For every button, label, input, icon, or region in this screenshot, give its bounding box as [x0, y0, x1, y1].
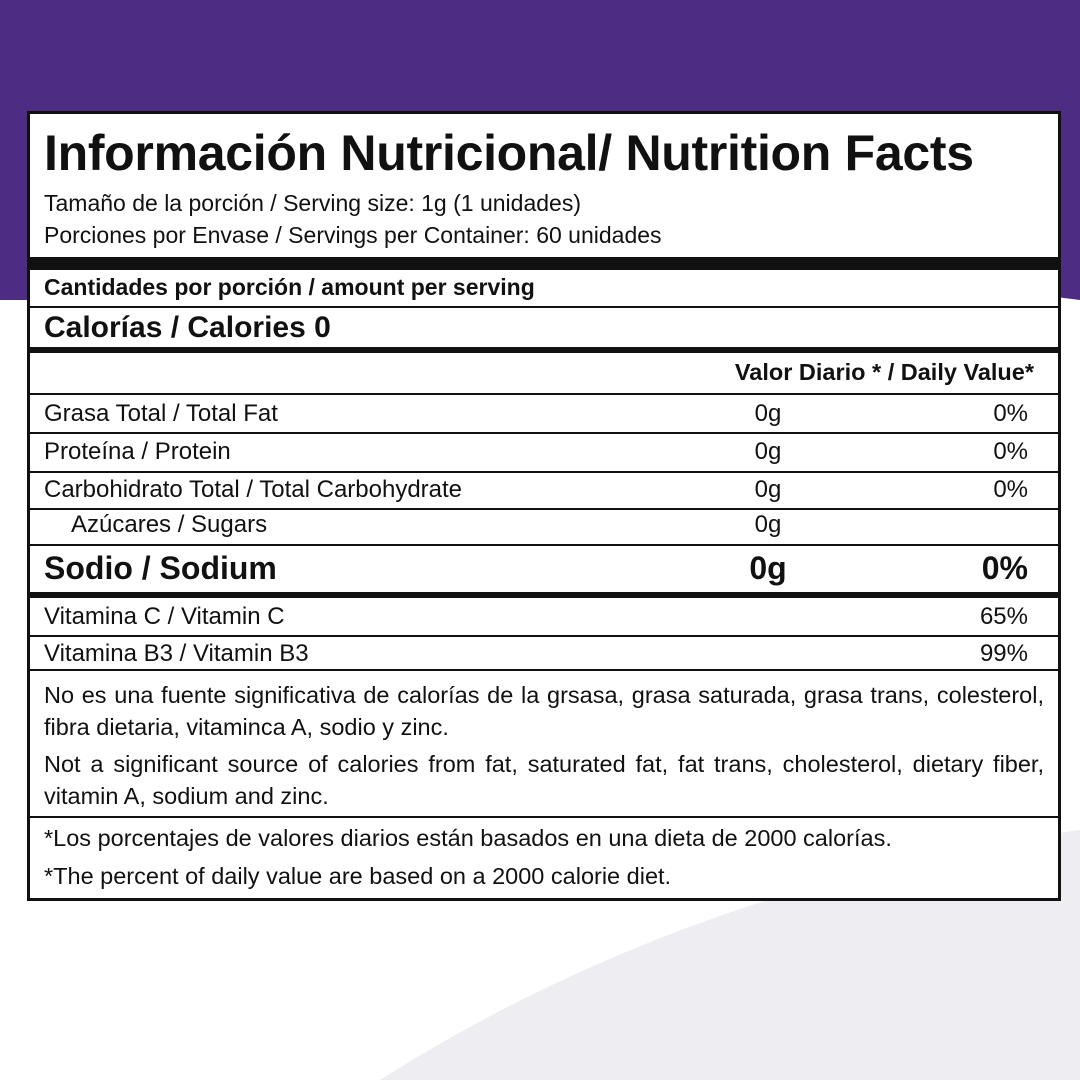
- footnote-english: *The percent of daily value are based on…: [44, 863, 672, 889]
- divider: [30, 306, 1058, 308]
- nutrient-amount: 0g: [754, 400, 782, 427]
- vitamin-daily-value: 65%: [979, 603, 1028, 630]
- divider: [30, 393, 1058, 395]
- nutrient-name: Sodio / Sodium: [44, 550, 277, 586]
- nutrient-row-total-carbohydrate: Carbohidrato Total / Total Carbohydrate …: [30, 473, 1058, 511]
- nutrient-amount: 0g: [754, 476, 782, 503]
- nutrient-name: Grasa Total / Total Fat: [44, 400, 278, 427]
- nutrient-row-sodium: Sodio / Sodium 0g 0%: [30, 546, 1058, 594]
- medium-divider: [30, 592, 1058, 598]
- label-title: Información Nutricional/ Nutrition Facts: [44, 125, 974, 181]
- nutrient-amount: 0g: [749, 550, 787, 586]
- vitamin-row-c: Vitamina C / Vitamin C 65%: [30, 598, 1058, 634]
- nutrient-name: Azúcares / Sugars: [71, 511, 268, 538]
- divider: [30, 635, 1058, 637]
- nutrient-name: Carbohidrato Total / Total Carbohydrate: [44, 476, 463, 503]
- divider: [30, 471, 1058, 473]
- vitamin-name: Vitamina B3 / Vitamin B3: [44, 640, 309, 667]
- amount-per-serving: Cantidades por porción / amount per serv…: [44, 274, 535, 300]
- divider: [30, 544, 1058, 546]
- footnote-spanish: *Los porcentajes de valores diarios está…: [44, 825, 892, 851]
- nutrient-name: Proteína / Protein: [44, 438, 231, 465]
- daily-value-header: Valor Diario * / Daily Value*: [734, 359, 1034, 385]
- servings-per-container: Porciones por Envase / Servings per Cont…: [44, 222, 662, 248]
- note-spanish: No es una fuente significativa de calorí…: [44, 682, 1044, 740]
- nutrient-amount: 0g: [754, 438, 782, 465]
- nutrient-amount: 0g: [754, 511, 782, 538]
- nutrient-daily-value: 0%: [981, 550, 1028, 586]
- divider: [30, 508, 1058, 510]
- nutrient-row-total-fat: Grasa Total / Total Fat 0g 0%: [30, 395, 1058, 433]
- medium-divider: [30, 347, 1058, 353]
- nutrient-row-protein: Proteína / Protein 0g 0%: [30, 434, 1058, 472]
- divider: [30, 816, 1058, 818]
- serving-size: Tamaño de la porción / Serving size: 1g …: [44, 190, 581, 216]
- note-english: Not a significant source of calories fro…: [44, 751, 1044, 809]
- nutrient-daily-value: 0%: [993, 400, 1028, 427]
- nutrition-facts-label: Información Nutricional/ Nutrition Facts…: [27, 111, 1061, 901]
- vitamin-name: Vitamina C / Vitamin C: [44, 603, 285, 630]
- nutrient-daily-value: 0%: [993, 438, 1028, 465]
- vitamin-daily-value: 99%: [979, 640, 1028, 667]
- nutrient-daily-value: 0%: [993, 476, 1028, 503]
- thick-divider: [30, 257, 1058, 270]
- divider: [30, 669, 1058, 671]
- divider: [30, 432, 1058, 434]
- nutrient-row-sugars: Azúcares / Sugars 0g: [30, 510, 1058, 546]
- vitamin-row-b3: Vitamina B3 / Vitamin B3 99%: [30, 637, 1058, 671]
- calories: Calorías / Calories 0: [44, 311, 331, 344]
